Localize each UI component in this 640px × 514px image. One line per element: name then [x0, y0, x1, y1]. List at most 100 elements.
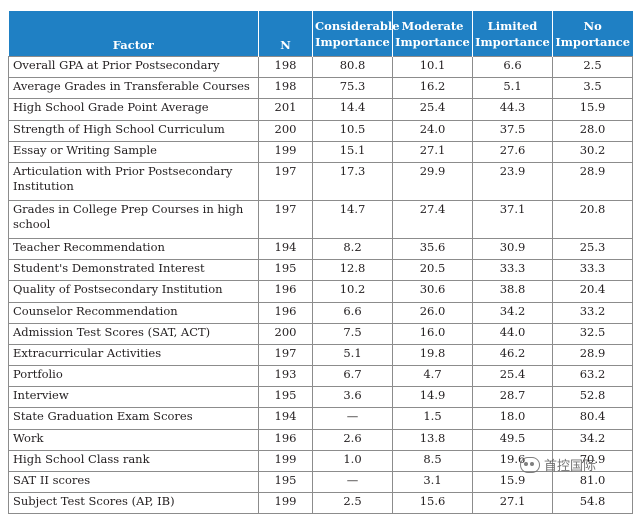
cell-moderate: 35.6 [392, 237, 473, 261]
cell-factor: High School Grade Point Average [8, 98, 259, 121]
cell-no: 80.4 [552, 407, 633, 430]
cell-no: 33.2 [552, 301, 633, 324]
cell-n: 196 [258, 428, 313, 451]
cell-no: 2.5 [552, 55, 633, 79]
table-row: Teacher Recommendation 194 8.2 35.6 30.9 25.3 [8, 237, 633, 261]
cell-limited: 15.9 [472, 470, 553, 494]
cell-moderate: 30.6 [392, 280, 473, 303]
cell-moderate: 24.0 [392, 119, 473, 142]
cell-no: 30.2 [552, 140, 633, 163]
cell-considerable: 3.6 [312, 386, 393, 409]
cell-factor: Quality of Postsecondary Institution [8, 280, 259, 303]
cell-factor: Work [8, 428, 259, 451]
cell-factor: SAT II scores [8, 470, 259, 494]
table-row: Student's Demonstrated Interest 195 12.8 20… [8, 259, 633, 282]
cell-n: 198 [258, 77, 313, 100]
cell-factor: Average Grades in Transferable Courses [8, 77, 259, 100]
cell-considerable: 6.7 [312, 365, 393, 388]
cell-considerable: 17.3 [312, 161, 393, 201]
cell-considerable: 10.2 [312, 280, 393, 303]
table-row: Extracurricular Activities 197 5.1 19.8 46.2… [8, 343, 633, 367]
cell-no: 52.8 [552, 386, 633, 409]
cell-limited: 37.1 [472, 199, 553, 239]
factor-importance-table: Factor N Considerable Importance Moderat… [8, 11, 633, 514]
cell-limited: 49.5 [472, 428, 553, 451]
wechat-icon [520, 456, 540, 473]
header-considerable-importance: Considerable Importance [312, 11, 400, 57]
cell-factor: Articulation with Prior Postsecondary In… [8, 161, 259, 201]
cell-no: 63.2 [552, 365, 633, 388]
cell-factor: Essay or Writing Sample [8, 140, 259, 163]
cell-limited: 30.9 [472, 237, 553, 261]
cell-no: 25.3 [552, 237, 633, 261]
cell-no: 34.2 [552, 428, 633, 451]
table-row: Strength of High School Curriculum 200 10.… [8, 119, 633, 142]
cell-no: 3.5 [552, 77, 633, 100]
cell-factor: Strength of High School Curriculum [8, 119, 259, 142]
cell-limited: 44.0 [472, 322, 553, 345]
table-row: SAT II scores 195—3.1 15.9 81.0 [8, 470, 633, 494]
table-row: Articulation with Prior Postsecondary In… [8, 161, 633, 201]
cell-factor: Admission Test Scores (SAT, ACT) [8, 322, 259, 345]
cell-moderate: 26.0 [392, 301, 473, 324]
cell-moderate: 8.5 [392, 449, 473, 473]
cell-no: 28.9 [552, 343, 633, 367]
cell-considerable: 7.5 [312, 322, 393, 345]
cell-considerable: 2.6 [312, 428, 393, 451]
table-row: Portfolio 193 6.7 4.7 25.4 63.2 [8, 365, 633, 388]
cell-limited: 37.5 [472, 119, 553, 142]
cell-factor: State Graduation Exam Scores [8, 407, 259, 430]
cell-moderate: 14.9 [392, 386, 473, 409]
cell-moderate: 29.9 [392, 161, 473, 201]
cell-factor: Extracurricular Activities [8, 343, 259, 367]
cell-limited: 27.6 [472, 140, 553, 163]
cell-limited: 25.4 [472, 365, 553, 388]
cell-considerable: — [312, 407, 393, 430]
cell-n: 200 [258, 322, 313, 345]
importance-table-container: Factor N Considerable Importance Moderat… [8, 11, 633, 514]
cell-factor: Overall GPA at Prior Postsecondary [8, 55, 259, 79]
cell-no: 15.9 [552, 98, 633, 121]
cell-considerable: 80.8 [312, 55, 393, 79]
cell-considerable: 10.5 [312, 119, 393, 142]
cell-limited: 38.8 [472, 280, 553, 303]
table-row: Quality of Postsecondary Institution 196 1… [8, 280, 633, 303]
watermark-text: 首控国际 [544, 459, 597, 474]
cell-n: 196 [258, 301, 313, 324]
table-header: Factor N Considerable Importance Moderat… [8, 11, 633, 57]
header-no-importance: No Importance [552, 11, 633, 57]
cell-n: 193 [258, 365, 313, 388]
cell-moderate: 27.1 [392, 140, 473, 163]
table-row: High School Grade Point Average 201 14.4 25… [8, 98, 633, 121]
cell-limited: 44.3 [472, 98, 553, 121]
cell-considerable: 5.1 [312, 343, 393, 367]
table-row: High School Class rank 199 1.0 8.5 19.6 70.9 [8, 449, 633, 473]
cell-moderate: 16.0 [392, 322, 473, 345]
cell-considerable: 6.6 [312, 301, 393, 324]
cell-moderate: 1.5 [392, 407, 473, 430]
cell-moderate: 4.7 [392, 365, 473, 388]
cell-limited: 33.3 [472, 259, 553, 282]
cell-moderate: 20.5 [392, 259, 473, 282]
cell-no: 81.0 [552, 470, 633, 494]
cell-moderate: 10.1 [392, 55, 473, 79]
table-row: Grades in College Prep Courses in high s… [8, 199, 633, 239]
cell-limited: 6.6 [472, 55, 553, 79]
cell-n: 197 [258, 161, 313, 201]
table-row: Admission Test Scores (SAT, ACT) 200 7.5 16… [8, 322, 633, 345]
table-row: Counselor Recommendation 196 6.6 26.0 34.2 33… [8, 301, 633, 324]
cell-factor: Teacher Recommendation [8, 237, 259, 261]
cell-limited: 5.1 [472, 77, 553, 100]
cell-n: 195 [258, 259, 313, 282]
cell-moderate: 25.4 [392, 98, 473, 121]
cell-moderate: 19.8 [392, 343, 473, 367]
table-row: Interview 195 3.6 14.9 28.7 52.8 [8, 386, 633, 409]
cell-no: 28.9 [552, 161, 633, 201]
header-limited-importance: Limited Importance [472, 11, 553, 57]
table-row: Average Grades in Transferable Courses 19… [8, 77, 633, 100]
cell-limited: 28.7 [472, 386, 553, 409]
cell-moderate: 3.1 [392, 470, 473, 494]
cell-limited: 34.2 [472, 301, 553, 324]
table-row: Work 196 2.6 13.8 49.5 34.2 [8, 428, 633, 451]
cell-moderate: 13.8 [392, 428, 473, 451]
